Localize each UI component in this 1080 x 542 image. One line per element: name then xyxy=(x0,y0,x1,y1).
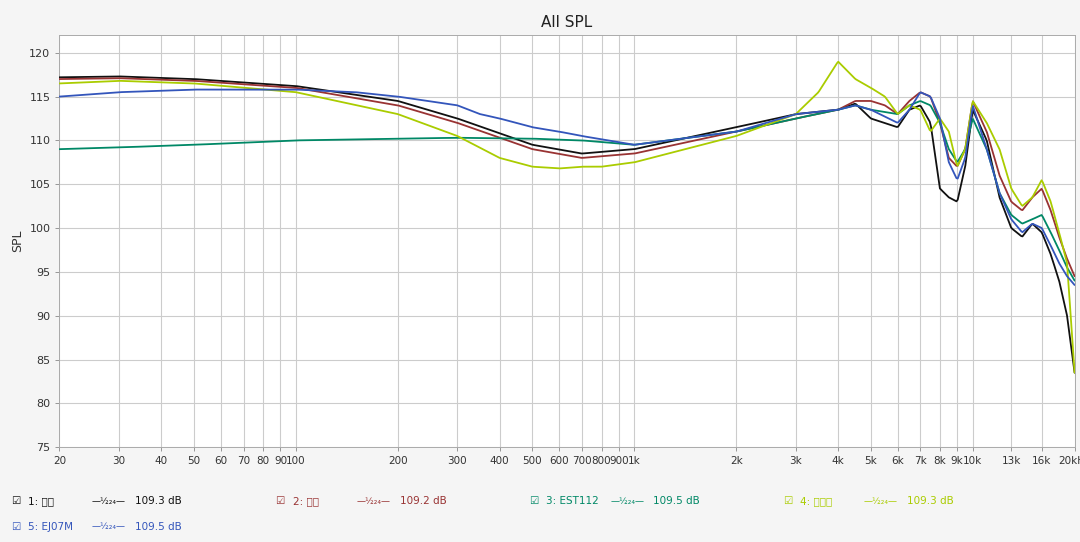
Text: ☑: ☑ xyxy=(11,496,21,506)
Text: ☑: ☑ xyxy=(11,522,21,532)
Text: 4: 流光鹎: 4: 流光鹎 xyxy=(800,496,833,506)
Text: ☑: ☑ xyxy=(783,496,793,506)
Title: All SPL: All SPL xyxy=(541,15,593,30)
Text: ☑: ☑ xyxy=(275,496,285,506)
Text: 5: EJ07M: 5: EJ07M xyxy=(28,522,73,532)
Text: 109.3 dB: 109.3 dB xyxy=(135,496,181,506)
Text: ☑: ☑ xyxy=(529,496,539,506)
Text: 109.5 dB: 109.5 dB xyxy=(653,496,700,506)
Text: —½₂₄—: —½₂₄— xyxy=(92,522,125,531)
Text: 2: 鹊鸣: 2: 鹊鸣 xyxy=(293,496,319,506)
Text: 109.3 dB: 109.3 dB xyxy=(907,496,954,506)
Text: 109.5 dB: 109.5 dB xyxy=(135,522,181,532)
Text: 109.2 dB: 109.2 dB xyxy=(400,496,446,506)
Text: —½₂₄—: —½₂₄— xyxy=(356,497,390,506)
Y-axis label: SPL: SPL xyxy=(11,230,24,253)
Text: 1: 煜岩: 1: 煜岩 xyxy=(28,496,54,506)
Text: —½₂₄—: —½₂₄— xyxy=(610,497,644,506)
Text: 3: EST112: 3: EST112 xyxy=(546,496,599,506)
Text: —½₂₄—: —½₂₄— xyxy=(92,497,125,506)
Text: —½₂₄—: —½₂₄— xyxy=(864,497,897,506)
